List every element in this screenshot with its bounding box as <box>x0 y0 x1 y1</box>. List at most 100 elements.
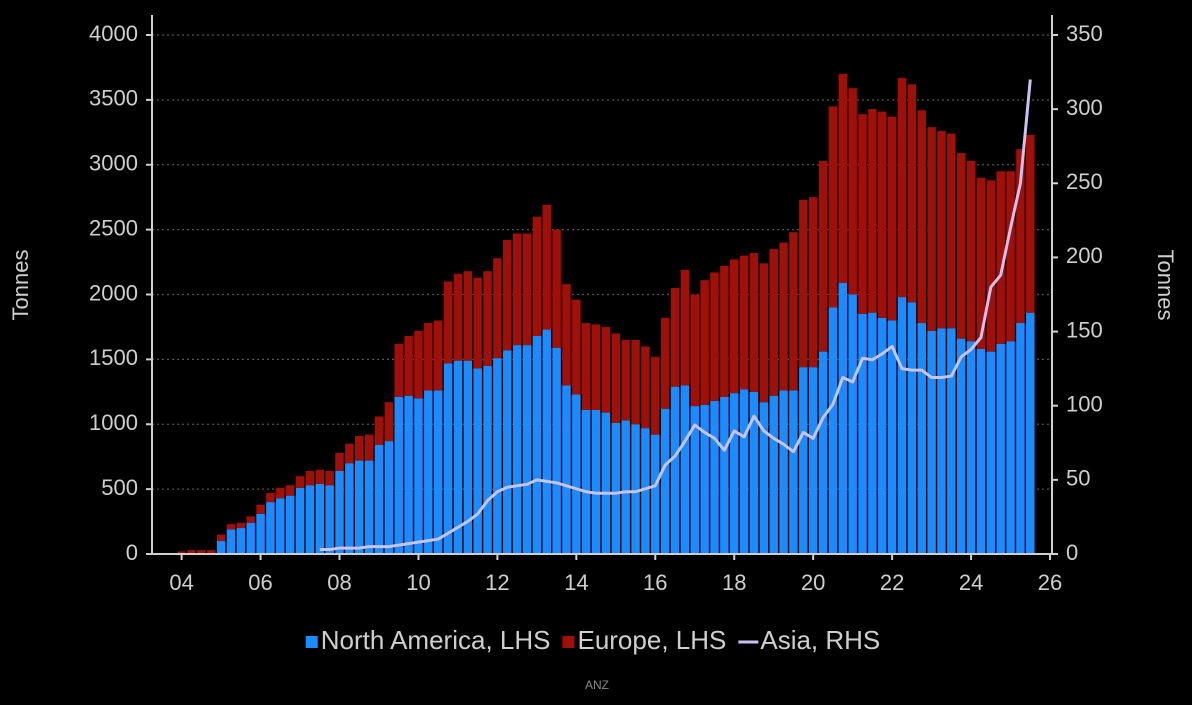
bar <box>700 280 709 405</box>
bar <box>276 487 285 499</box>
bar <box>236 528 246 554</box>
x-tick-label: 06 <box>248 570 272 595</box>
bar <box>246 516 255 523</box>
bar <box>216 541 226 554</box>
source: ANZ <box>585 678 609 692</box>
bar <box>710 272 719 401</box>
bar <box>956 153 966 339</box>
bar <box>384 402 394 442</box>
bar <box>611 422 621 554</box>
bar <box>917 323 926 554</box>
y2-axis-label: Tonnes <box>1153 250 1178 321</box>
bar <box>572 299 581 395</box>
bar <box>808 367 818 554</box>
bar <box>858 313 867 554</box>
y2-tick-label: 300 <box>1066 95 1103 120</box>
bar <box>572 394 581 554</box>
bar <box>424 390 433 554</box>
bar <box>532 336 542 554</box>
bar <box>897 77 907 298</box>
bar <box>335 470 344 554</box>
bar <box>739 389 749 554</box>
bar <box>177 551 186 554</box>
bar <box>354 460 364 554</box>
bar <box>552 229 561 348</box>
bar <box>581 409 591 554</box>
bar <box>345 463 354 554</box>
bar <box>907 302 917 554</box>
bar <box>966 341 976 554</box>
bar <box>256 513 265 554</box>
bar <box>404 395 413 554</box>
bar <box>966 160 976 342</box>
bar <box>611 333 621 423</box>
bar <box>216 534 226 542</box>
bar <box>868 108 877 313</box>
bar <box>769 395 778 554</box>
bar <box>345 443 354 464</box>
legend-swatch <box>305 636 318 648</box>
bar <box>483 365 492 554</box>
bar <box>562 385 571 554</box>
bar <box>887 320 897 554</box>
bar <box>394 397 403 554</box>
bar <box>384 441 394 554</box>
x-tick-label: 22 <box>880 570 904 595</box>
bar <box>493 358 502 554</box>
bar <box>956 338 966 554</box>
bar <box>720 265 729 398</box>
bar <box>414 398 423 554</box>
bar <box>749 252 759 392</box>
bar <box>729 393 739 554</box>
bar <box>838 282 848 554</box>
y2-tick-label: 200 <box>1066 243 1103 268</box>
bar <box>799 199 808 368</box>
bar <box>206 550 216 554</box>
bar <box>552 347 561 554</box>
bar <box>562 284 571 386</box>
y-tick-label: 3000 <box>89 151 138 176</box>
bar <box>1006 171 1015 342</box>
bar <box>897 297 907 554</box>
bar <box>878 317 887 554</box>
bar <box>947 328 956 554</box>
bar <box>680 385 690 554</box>
bar <box>759 263 769 403</box>
bar <box>453 273 463 361</box>
bar <box>285 495 295 554</box>
bar <box>887 116 897 321</box>
bar <box>1026 134 1035 313</box>
bar <box>937 131 946 329</box>
y-tick-label: 1500 <box>89 345 138 370</box>
bar <box>542 204 551 330</box>
legend-label: North America, LHS <box>321 625 551 655</box>
x-tick-label: 24 <box>959 570 983 595</box>
bar <box>621 339 630 421</box>
bar <box>503 350 512 554</box>
bar <box>414 330 423 399</box>
bar <box>927 330 936 554</box>
bar <box>187 550 196 554</box>
bar <box>394 343 403 398</box>
bar <box>670 288 680 387</box>
x-tick-label: 20 <box>801 570 825 595</box>
y-tick-label: 1000 <box>89 410 138 435</box>
bar <box>631 339 640 425</box>
bar <box>986 180 996 352</box>
bar <box>799 367 808 554</box>
bar <box>266 493 275 503</box>
bar <box>947 133 956 329</box>
y2-tick-label: 350 <box>1066 21 1103 46</box>
bar <box>591 324 601 410</box>
bar <box>463 271 473 361</box>
line <box>319 79 1032 552</box>
bar <box>256 504 265 514</box>
x-tick-label: 18 <box>722 570 746 595</box>
bar <box>532 216 542 337</box>
bar <box>374 445 384 554</box>
bar <box>739 255 749 390</box>
x-tick-label: 26 <box>1038 570 1062 595</box>
y-tick-label: 2000 <box>89 280 138 305</box>
y-tick-label: 0 <box>126 540 138 565</box>
x-tick-label: 08 <box>327 570 351 595</box>
